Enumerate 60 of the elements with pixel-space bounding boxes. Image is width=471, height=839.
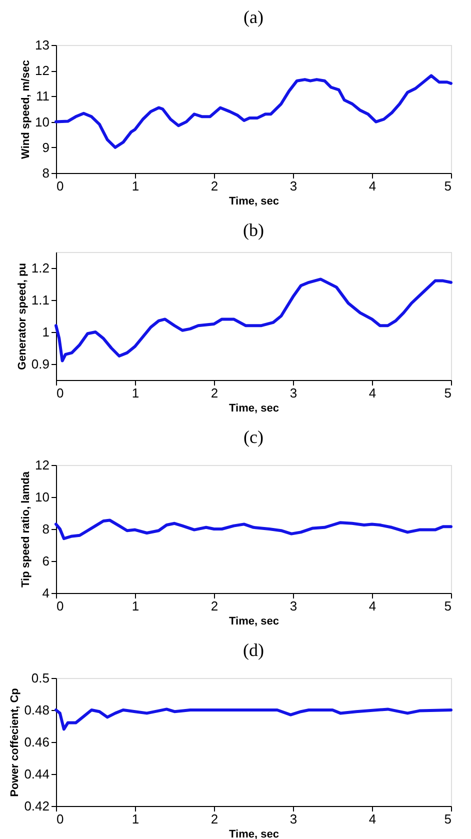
y-tick-label: 1 [42, 324, 50, 340]
x-tick-label: 1 [132, 178, 140, 194]
x-axis-title: Time, sec [229, 828, 279, 839]
x-axis-title: Time, sec [229, 616, 279, 628]
x-axis-title: Time, sec [229, 402, 279, 414]
chart-title: (d) [243, 640, 264, 660]
x-tick-label: 5 [444, 812, 452, 826]
x-tick-label: 5 [444, 386, 452, 400]
x-tick-label: 0 [56, 386, 64, 400]
x-tick-label: 4 [368, 598, 376, 614]
x-tick-label: 5 [444, 598, 452, 614]
x-tick-label: 2 [210, 598, 218, 614]
y-axis-title: Generator speed, pu [16, 263, 28, 370]
x-tick-label: 2 [210, 812, 218, 826]
chart-title: (c) [244, 427, 264, 447]
x-tick-label: 4 [368, 386, 376, 400]
y-tick-label: 10 [35, 114, 50, 130]
x-tick-label: 1 [132, 598, 140, 614]
x-tick-label: 1 [132, 386, 140, 400]
x-tick-label: 3 [290, 178, 298, 194]
x-tick-label: 2 [210, 178, 218, 194]
y-tick-label: 12 [35, 458, 50, 472]
y-tick-label: 0.44 [24, 766, 50, 782]
line-series [54, 518, 452, 540]
y-tick-label: 8 [42, 522, 50, 536]
y-tick-label: 11 [36, 88, 50, 104]
x-tick-label: 3 [290, 812, 298, 826]
x-tick-label: 3 [290, 598, 298, 614]
line-series [54, 74, 452, 149]
y-tick-label: 0.46 [24, 734, 50, 750]
x-tick-label: 4 [368, 812, 376, 826]
y-tick-label: 10 [35, 490, 50, 504]
y-axis-title: Wind speed, m/sec [20, 60, 32, 159]
x-tick-label: 1 [132, 812, 140, 826]
x-tick-label: 0 [56, 598, 64, 614]
y-tick-label: 4 [42, 586, 50, 600]
x-tick-label: 3 [290, 386, 298, 400]
y-tick-label: 1.1 [31, 292, 50, 308]
chart-title: (b) [243, 220, 264, 240]
x-tick-label: 5 [444, 178, 452, 194]
chart-title: (a) [244, 7, 264, 27]
y-tick-label: 6 [42, 554, 50, 568]
x-tick-label: 4 [368, 178, 376, 194]
y-axis-title: Power coffecient, Cp [9, 688, 22, 797]
x-axis-title: Time, sec [229, 196, 279, 208]
y-tick-label: 0.42 [24, 798, 50, 814]
y-tick-label: 12 [35, 63, 50, 78]
y-axis-title: Tip speed ratio, lamda [20, 470, 32, 588]
x-tick-label: 0 [56, 178, 64, 194]
y-tick-label: 9 [42, 140, 50, 155]
y-tick-label: 0.48 [24, 702, 50, 718]
line-series [54, 708, 452, 731]
x-tick-label: 2 [210, 386, 218, 400]
y-tick-label: 1.2 [31, 260, 50, 276]
y-tick-label: 0.5 [31, 670, 50, 686]
y-tick-label: 8 [42, 166, 50, 180]
y-tick-label: 0.9 [31, 356, 50, 372]
x-tick-label: 0 [56, 812, 64, 826]
y-tick-label: 13 [35, 38, 50, 52]
line-series [54, 278, 452, 362]
